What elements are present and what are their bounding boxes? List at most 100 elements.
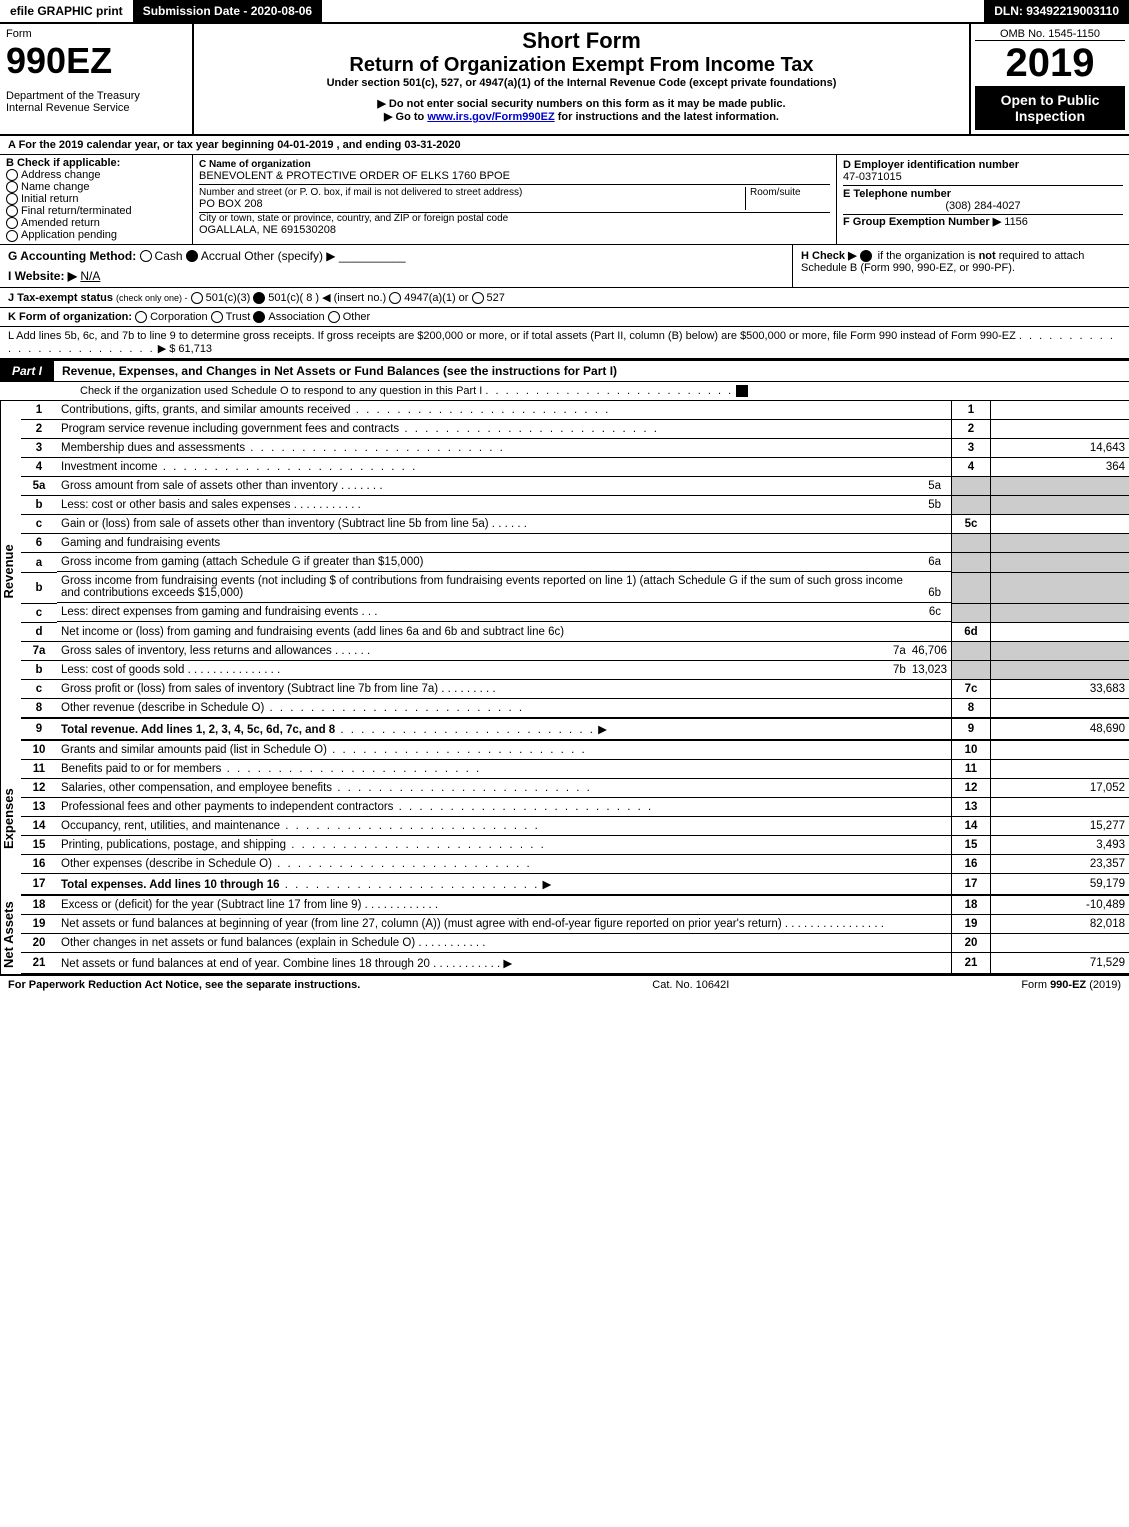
street-label: Number and street (or P. O. box, if mail…: [199, 187, 745, 198]
open-to-public: Open to Public Inspection: [975, 86, 1125, 130]
line-3: 3Membership dues and assessments314,643: [21, 438, 1129, 457]
footer-left: For Paperwork Reduction Act Notice, see …: [8, 979, 360, 991]
line-k-label: K Form of organization:: [8, 311, 132, 323]
line-20: 20Other changes in net assets or fund ba…: [21, 934, 1129, 953]
checkbox-icon[interactable]: [253, 311, 265, 323]
line-13: 13Professional fees and other payments t…: [21, 798, 1129, 817]
line-5b: bLess: cost or other basis and sales exp…: [21, 496, 1129, 515]
line-l: L Add lines 5b, 6c, and 7b to line 9 to …: [0, 327, 1129, 359]
opt-corporation: Corporation: [150, 311, 207, 323]
checkbox-icon[interactable]: [140, 250, 152, 262]
line-7c: cGross profit or (loss) from sales of in…: [21, 680, 1129, 699]
checkbox-icon: [6, 217, 18, 229]
checkbox-icon: [6, 169, 18, 181]
revenue-section: Revenue 1Contributions, gifts, grants, a…: [0, 401, 1129, 742]
line-4: 4Investment income4364: [21, 457, 1129, 476]
line-6c: cLess: direct expenses from gaming and f…: [21, 603, 1129, 622]
city-value: OGALLALA, NE 691530208: [199, 224, 830, 236]
checkbox-icon[interactable]: [211, 311, 223, 323]
line-14: 14Occupancy, rent, utilities, and mainte…: [21, 817, 1129, 836]
form-header: Form 990EZ Department of the Treasury In…: [0, 24, 1129, 136]
form-number: 990EZ: [6, 40, 186, 82]
box-def: D Employer identification number 47-0371…: [836, 155, 1129, 244]
part1-check-note: Check if the organization used Schedule …: [0, 382, 1129, 401]
opt-other: Other: [343, 311, 371, 323]
ein-label: D Employer identification number: [843, 159, 1123, 171]
dept-label: Department of the Treasury Internal Reve…: [6, 90, 186, 114]
line-6: 6Gaming and fundraising events: [21, 534, 1129, 553]
line-j-note: (check only one) -: [116, 293, 188, 303]
part1-title: Revenue, Expenses, and Changes in Net As…: [54, 364, 617, 378]
room-suite-label: Room/suite: [745, 187, 830, 210]
check-address-change[interactable]: Address change: [6, 169, 186, 181]
checkbox-icon[interactable]: [253, 292, 265, 304]
checkbox-icon[interactable]: [472, 292, 484, 304]
line-k: K Form of organization: Corporation Trus…: [0, 308, 1129, 327]
check-final-return[interactable]: Final return/terminated: [6, 205, 186, 217]
group-exemption-value: 1156: [1004, 216, 1028, 228]
line-7a: 7aGross sales of inventory, less returns…: [21, 641, 1129, 661]
line-5c: cGain or (loss) from sale of assets othe…: [21, 515, 1129, 534]
checkbox-icon[interactable]: [328, 311, 340, 323]
notice2-pre: ▶ Go to: [384, 111, 427, 123]
line-17: 17Total expenses. Add lines 10 through 1…: [21, 874, 1129, 896]
box-e: E Telephone number (308) 284-4027: [843, 186, 1123, 215]
lines-g-h: G Accounting Method: Cash Accrual Other …: [0, 245, 1129, 288]
short-form-title: Short Form: [198, 28, 965, 54]
irs-link[interactable]: www.irs.gov/Form990EZ: [427, 111, 554, 123]
line-8: 8Other revenue (describe in Schedule O)8: [21, 699, 1129, 719]
notice-link-row: ▶ Go to www.irs.gov/Form990EZ for instru…: [198, 110, 965, 123]
check-application-pending[interactable]: Application pending: [6, 229, 186, 241]
line-h-label: H Check ▶: [801, 250, 857, 262]
checkbox-icon[interactable]: [736, 385, 748, 397]
phone-label: E Telephone number: [843, 188, 1123, 200]
form-label: Form: [6, 28, 186, 40]
checkbox-icon[interactable]: [191, 292, 203, 304]
check-amended-return[interactable]: Amended return: [6, 217, 186, 229]
line-6b: bGross income from fundraising events (n…: [21, 572, 1129, 603]
line-h-text1: if the organization is: [878, 250, 979, 262]
opt-4947: 4947(a)(1) or: [404, 292, 468, 304]
line-12: 12Salaries, other compensation, and empl…: [21, 779, 1129, 798]
org-name: BENEVOLENT & PROTECTIVE ORDER OF ELKS 17…: [199, 170, 830, 182]
box-b: B Check if applicable: Address change Na…: [0, 155, 193, 244]
dots-fill: [485, 385, 733, 397]
checkbox-icon[interactable]: [186, 250, 198, 262]
check-initial-return[interactable]: Initial return: [6, 193, 186, 205]
opt-cash: Cash: [155, 249, 183, 263]
box-c: C Name of organization BENEVOLENT & PROT…: [193, 155, 836, 244]
line-7b: bLess: cost of goods sold . . . . . . . …: [21, 661, 1129, 680]
side-netassets: Net Assets: [0, 896, 21, 974]
ein-value: 47-0371015: [843, 171, 1123, 183]
line-i-label: I Website: ▶: [8, 269, 77, 283]
line-9: 9Total revenue. Add lines 1, 2, 3, 4, 5c…: [21, 718, 1129, 740]
line-16: 16Other expenses (describe in Schedule O…: [21, 855, 1129, 874]
line-a-period: A For the 2019 calendar year, or tax yea…: [0, 136, 1129, 155]
checkbox-icon[interactable]: [135, 311, 147, 323]
netassets-section: Net Assets 18Excess or (deficit) for the…: [0, 896, 1129, 974]
line-10: 10Grants and similar amounts paid (list …: [21, 741, 1129, 760]
city-block: City or town, state or province, country…: [199, 213, 830, 236]
line-1: 1Contributions, gifts, grants, and simil…: [21, 401, 1129, 420]
checkbox-icon: [6, 230, 18, 242]
side-revenue: Revenue: [0, 401, 21, 742]
line-j-label: J Tax-exempt status: [8, 292, 113, 304]
efile-label: efile GRAPHIC print: [0, 0, 133, 22]
subtitle: Under section 501(c), 527, or 4947(a)(1)…: [198, 77, 965, 89]
box-d: D Employer identification number 47-0371…: [843, 157, 1123, 186]
page-footer: For Paperwork Reduction Act Notice, see …: [0, 974, 1129, 994]
checkbox-icon[interactable]: [860, 250, 872, 262]
street-value: PO BOX 208: [199, 198, 745, 210]
check-name-change[interactable]: Name change: [6, 181, 186, 193]
footer-right: Form 990-EZ (2019): [1021, 979, 1121, 991]
line-19: 19Net assets or fund balances at beginni…: [21, 915, 1129, 934]
dln-badge: DLN: 93492219003110: [984, 0, 1129, 22]
header-left: Form 990EZ Department of the Treasury In…: [0, 24, 194, 134]
checkbox-icon[interactable]: [389, 292, 401, 304]
city-label: City or town, state or province, country…: [199, 213, 830, 224]
opt-501c: 501(c)( 8 ) ◀ (insert no.): [268, 292, 386, 304]
org-name-label: C Name of organization: [199, 159, 830, 170]
checkbox-icon: [6, 181, 18, 193]
opt-501c3: 501(c)(3): [206, 292, 251, 304]
line-6d: dNet income or (loss) from gaming and fu…: [21, 622, 1129, 641]
